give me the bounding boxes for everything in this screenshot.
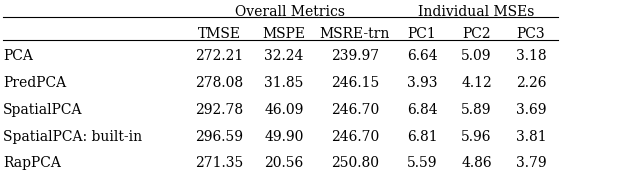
Text: 272.21: 272.21 (195, 49, 243, 63)
Text: 4.12: 4.12 (461, 76, 492, 90)
Text: 3.79: 3.79 (516, 156, 546, 170)
Text: MSRE-trn: MSRE-trn (320, 27, 390, 41)
Text: 3.18: 3.18 (516, 49, 546, 63)
Text: MSPE: MSPE (262, 27, 305, 41)
Text: 4.86: 4.86 (461, 156, 492, 170)
Text: Individual MSEs: Individual MSEs (419, 5, 534, 19)
Text: 5.96: 5.96 (461, 130, 492, 144)
Text: 3.69: 3.69 (516, 103, 546, 117)
Text: SpatialPCA: built-in: SpatialPCA: built-in (3, 130, 142, 144)
Text: Overall Metrics: Overall Metrics (236, 5, 345, 19)
Text: 3.93: 3.93 (407, 76, 437, 90)
Text: 5.59: 5.59 (407, 156, 437, 170)
Text: 46.09: 46.09 (264, 103, 303, 117)
Text: 5.89: 5.89 (461, 103, 492, 117)
Text: 278.08: 278.08 (195, 76, 243, 90)
Text: 31.85: 31.85 (264, 76, 303, 90)
Text: 6.84: 6.84 (407, 103, 437, 117)
Text: PC1: PC1 (408, 27, 436, 41)
Text: 271.35: 271.35 (195, 156, 243, 170)
Text: 296.59: 296.59 (195, 130, 243, 144)
Text: 6.81: 6.81 (407, 130, 437, 144)
Text: 49.90: 49.90 (264, 130, 303, 144)
Text: 292.78: 292.78 (195, 103, 243, 117)
Text: PredPCA: PredPCA (3, 76, 67, 90)
Text: 250.80: 250.80 (331, 156, 379, 170)
Text: RapPCA: RapPCA (3, 156, 61, 170)
Text: 5.09: 5.09 (461, 49, 492, 63)
Text: 246.15: 246.15 (331, 76, 379, 90)
Text: 239.97: 239.97 (331, 49, 379, 63)
Text: 6.64: 6.64 (407, 49, 437, 63)
Text: SpatialPCA: SpatialPCA (3, 103, 83, 117)
Text: PC3: PC3 (516, 27, 545, 41)
Text: 246.70: 246.70 (331, 130, 379, 144)
Text: 246.70: 246.70 (331, 103, 379, 117)
Text: 2.26: 2.26 (516, 76, 546, 90)
Text: 32.24: 32.24 (264, 49, 303, 63)
Text: TMSE: TMSE (198, 27, 241, 41)
Text: 20.56: 20.56 (264, 156, 303, 170)
Text: 3.81: 3.81 (516, 130, 546, 144)
Text: PCA: PCA (3, 49, 33, 63)
Text: PC2: PC2 (462, 27, 491, 41)
